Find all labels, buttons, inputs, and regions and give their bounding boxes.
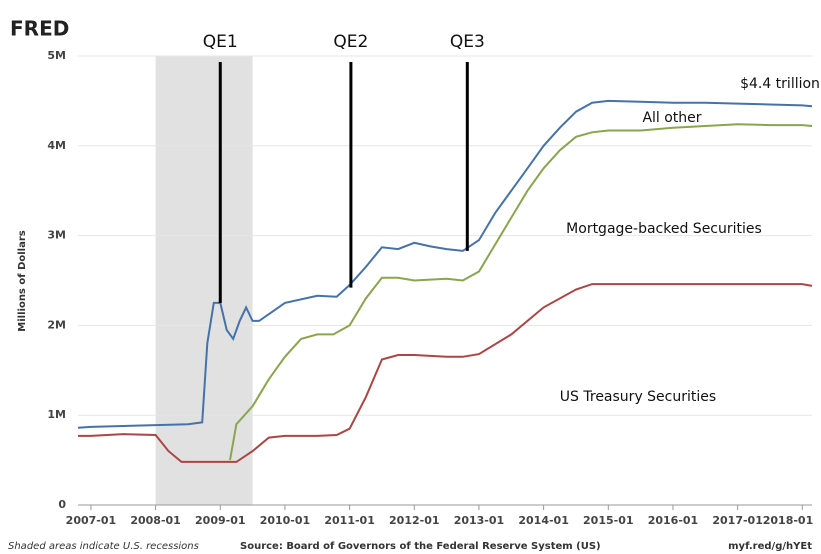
annotation: $4.4 trillion: [740, 76, 820, 92]
x-tick-label: 2010-01: [260, 514, 311, 527]
y-tick-label: 3M: [47, 229, 66, 242]
x-tick-label: 2017-01: [712, 514, 763, 527]
y-tick-label: 4M: [47, 139, 66, 152]
x-tick-label: 2012-01: [389, 514, 440, 527]
y-axis-label: Millions of Dollars: [17, 230, 28, 331]
event-label: QE1: [203, 32, 238, 52]
y-tick-label: 5M: [47, 49, 66, 62]
event-label: QE2: [333, 32, 368, 52]
x-tick-label: 2018-01: [763, 514, 814, 527]
series-line: [229, 123, 813, 461]
x-tick-label: 2016-01: [648, 514, 699, 527]
x-tick-label: 2015-01: [583, 514, 634, 527]
y-tick-label: 1M: [47, 408, 66, 421]
y-tick-label: 0: [58, 498, 66, 511]
series-line: [78, 283, 813, 463]
series-line: [77, 99, 813, 429]
recession-shade: [155, 56, 253, 505]
annotation: US Treasury Securities: [560, 389, 716, 405]
x-tick-label: 2009-01: [195, 514, 246, 527]
short-url: myf.red/g/hYEt: [728, 541, 812, 552]
x-tick-label: 2014-01: [518, 514, 569, 527]
x-tick-label: 2013-01: [454, 514, 505, 527]
annotation: All other: [642, 110, 701, 126]
event-label: QE3: [450, 32, 485, 52]
x-tick-label: 2011-01: [324, 514, 375, 527]
y-tick-label: 2M: [47, 318, 66, 331]
footer-note: Shaded areas indicate U.S. recessions: [8, 541, 199, 552]
logo: FRED: [10, 17, 69, 41]
x-tick-label: 2007-01: [66, 514, 117, 527]
annotation: Mortgage-backed Securities: [566, 221, 762, 237]
source: Source: Board of Governors of the Federa…: [240, 541, 601, 552]
x-tick-label: 2008-01: [130, 514, 181, 527]
